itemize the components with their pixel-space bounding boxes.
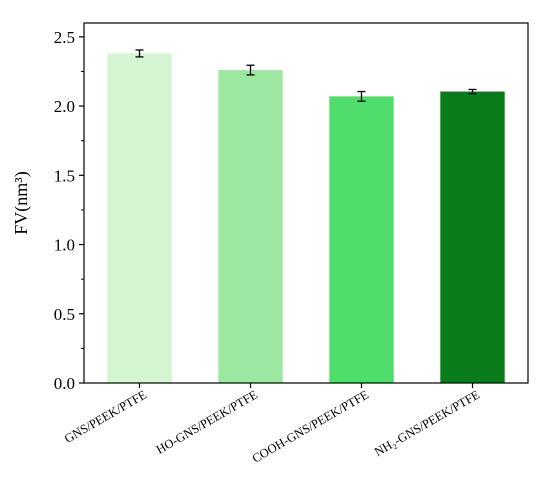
bar	[218, 70, 283, 384]
x-tick-label: HO-GNS/PEEK/PTFE	[154, 387, 261, 457]
y-tick-label: 2.0	[54, 97, 75, 116]
bar	[107, 53, 172, 383]
x-tick-label: COOH-GNS/PEEK/PTFE	[250, 387, 372, 465]
y-tick-label: 0.0	[54, 374, 75, 393]
plot-frame	[83, 22, 529, 384]
error-bars-group	[135, 49, 477, 102]
y-tick-label: 1.5	[54, 166, 75, 185]
x-tick-label: NH₂-GNS/PEEK/PTFE	[372, 387, 482, 459]
bar	[440, 91, 505, 384]
x-axis-ticks: GNS/PEEK/PTFE HO-GNS/PEEK/PTFECOOH-GNS/PE…	[62, 383, 482, 466]
y-tick-label: 0.5	[54, 305, 75, 324]
y-tick-label: 1.0	[54, 236, 75, 255]
bar	[329, 96, 394, 383]
y-axis-ticks: 0.0 0.5 1.0 1.5 2.0 2.5	[54, 28, 84, 393]
bars-group	[107, 53, 505, 384]
y-axis-label: FV(nm³)	[11, 171, 32, 234]
x-tick-label: GNS/PEEK/PTFE	[62, 387, 149, 445]
y-tick-label: 2.5	[54, 28, 75, 47]
